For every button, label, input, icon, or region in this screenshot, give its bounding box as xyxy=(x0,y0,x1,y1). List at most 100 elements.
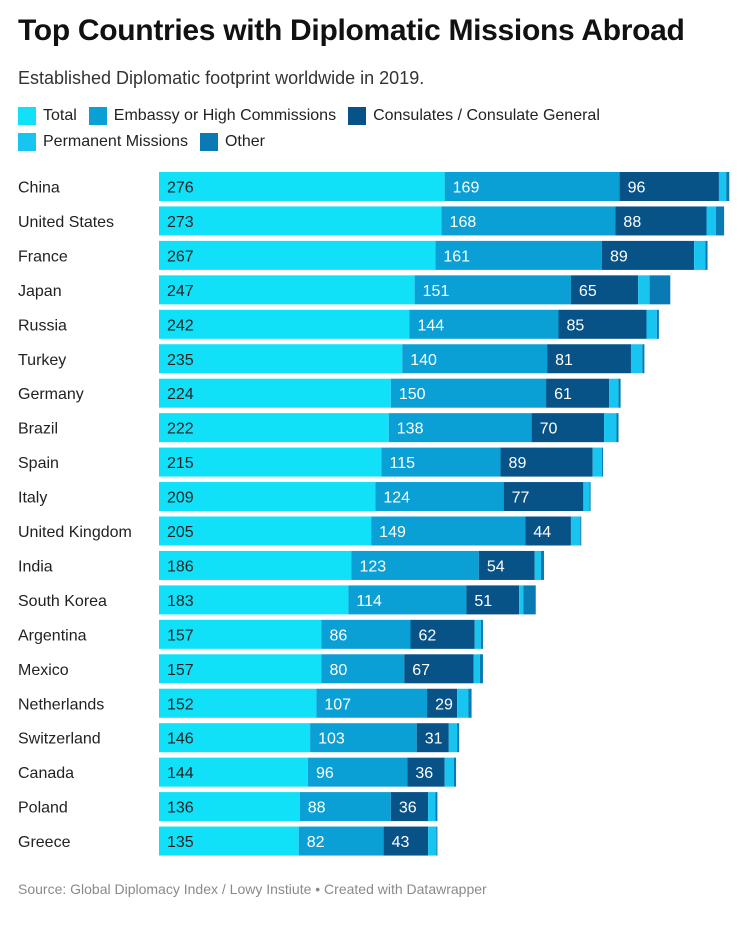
bar-other xyxy=(601,447,604,477)
data-label: 222 xyxy=(167,421,194,438)
category-label: Greece xyxy=(18,834,71,851)
category-label: France xyxy=(18,248,68,265)
data-label: 115 xyxy=(390,455,416,472)
bar-other xyxy=(540,550,545,580)
category-label: China xyxy=(18,180,60,197)
chart-title: Top Countries with Diplomatic Missions A… xyxy=(18,14,685,47)
bar-permanent-missions xyxy=(630,344,643,374)
bar-total xyxy=(159,654,322,684)
category-label: Mexico xyxy=(18,662,69,679)
bar-permanent-missions xyxy=(448,723,458,753)
bar-permanent-missions xyxy=(646,309,657,339)
bar-embassy-or-high-commissions xyxy=(409,309,559,339)
bar-other xyxy=(468,688,472,718)
bar-permanent-missions xyxy=(592,447,602,477)
data-label: 151 xyxy=(423,283,450,300)
data-label: 273 xyxy=(167,214,194,231)
bar-permanent-missions xyxy=(473,654,480,684)
bar-consulates-consulate-general xyxy=(546,378,610,408)
bar-embassy-or-high-commissions xyxy=(321,654,405,684)
data-label: 70 xyxy=(540,421,558,438)
data-label: 89 xyxy=(610,248,628,265)
source-note: Source: Global Diplomacy Index / Lowy In… xyxy=(18,881,487,897)
bar-total xyxy=(159,275,415,305)
bar-other xyxy=(618,378,621,408)
chart-subtitle: Established Diplomatic footprint worldwi… xyxy=(18,68,425,88)
bar-permanent-missions xyxy=(428,792,436,822)
category-label: Switzerland xyxy=(18,731,101,748)
data-label: 157 xyxy=(167,662,194,679)
bar-consulates-consulate-general xyxy=(547,344,631,374)
bar-consulates-consulate-general xyxy=(410,619,475,649)
bar-consulates-consulate-general xyxy=(427,688,458,718)
bar-total xyxy=(159,240,436,270)
bar-total xyxy=(159,723,311,753)
category-label: Argentina xyxy=(18,627,87,644)
bar-other xyxy=(480,619,483,649)
legend-item-embassy-or-high-commissions: Embassy or High Commissions xyxy=(88,106,336,126)
bar-total xyxy=(159,619,322,649)
data-label: 36 xyxy=(399,800,417,817)
data-label: 80 xyxy=(329,662,347,679)
bar-permanent-missions xyxy=(534,550,541,580)
bar-permanent-missions xyxy=(428,826,437,856)
data-label: 135 xyxy=(167,834,194,851)
bar-embassy-or-high-commissions xyxy=(316,688,428,718)
category-label: Brazil xyxy=(18,421,58,438)
data-label: 215 xyxy=(167,455,194,472)
bar-total xyxy=(159,344,403,374)
category-label: Italy xyxy=(18,490,47,507)
bar-other xyxy=(616,413,619,443)
data-label: 85 xyxy=(567,317,585,334)
legend-item-other: Other xyxy=(199,132,265,152)
bar-embassy-or-high-commissions xyxy=(388,413,532,443)
bar-embassy-or-high-commissions xyxy=(402,344,548,374)
bar-other xyxy=(726,172,730,201)
bar-consulates-consulate-general xyxy=(500,447,593,477)
data-label: 67 xyxy=(412,662,430,679)
legend-swatch xyxy=(348,107,367,125)
bar-permanent-missions xyxy=(638,275,650,305)
bar-permanent-missions xyxy=(519,585,524,615)
data-label: 65 xyxy=(579,283,597,300)
bar-embassy-or-high-commissions xyxy=(298,826,384,856)
bar-total xyxy=(159,585,349,615)
category-label: United States xyxy=(18,214,114,231)
bar-total xyxy=(159,378,391,408)
bar-embassy-or-high-commissions xyxy=(435,240,602,270)
bar-total xyxy=(159,309,410,339)
bar-embassy-or-high-commissions xyxy=(308,757,408,787)
bar-total xyxy=(159,516,372,546)
bar-total xyxy=(159,826,299,856)
data-label: 62 xyxy=(419,627,437,644)
data-label: 103 xyxy=(318,731,345,748)
bar-other xyxy=(589,482,591,512)
legend-swatch xyxy=(88,107,107,125)
data-label: 29 xyxy=(435,696,453,713)
bar-other xyxy=(457,723,460,753)
bar-total xyxy=(159,206,442,236)
data-label: 183 xyxy=(167,593,194,610)
bar-consulates-consulate-general xyxy=(525,516,571,546)
data-label: 146 xyxy=(167,731,194,748)
data-label: 86 xyxy=(329,627,347,644)
data-label: 169 xyxy=(453,180,480,197)
bar-other xyxy=(715,206,725,236)
bar-total xyxy=(159,792,300,822)
data-label: 36 xyxy=(415,765,433,782)
data-label: 88 xyxy=(308,800,326,817)
bar-permanent-missions xyxy=(444,757,454,787)
bar-embassy-or-high-commissions xyxy=(310,723,417,753)
bar-permanent-missions xyxy=(474,619,481,649)
data-label: 276 xyxy=(167,180,194,197)
bar-permanent-missions xyxy=(706,206,716,236)
data-label: 61 xyxy=(554,386,572,403)
data-label: 88 xyxy=(623,214,641,231)
bar-total xyxy=(159,688,317,718)
category-label: Germany xyxy=(18,386,84,403)
data-label: 124 xyxy=(383,490,410,507)
data-label: 205 xyxy=(167,524,194,541)
legend-item-permanent-missions: Permanent Missions xyxy=(18,132,188,152)
legend-label: Permanent Missions xyxy=(43,133,188,150)
bar-consulates-consulate-general xyxy=(390,792,429,822)
